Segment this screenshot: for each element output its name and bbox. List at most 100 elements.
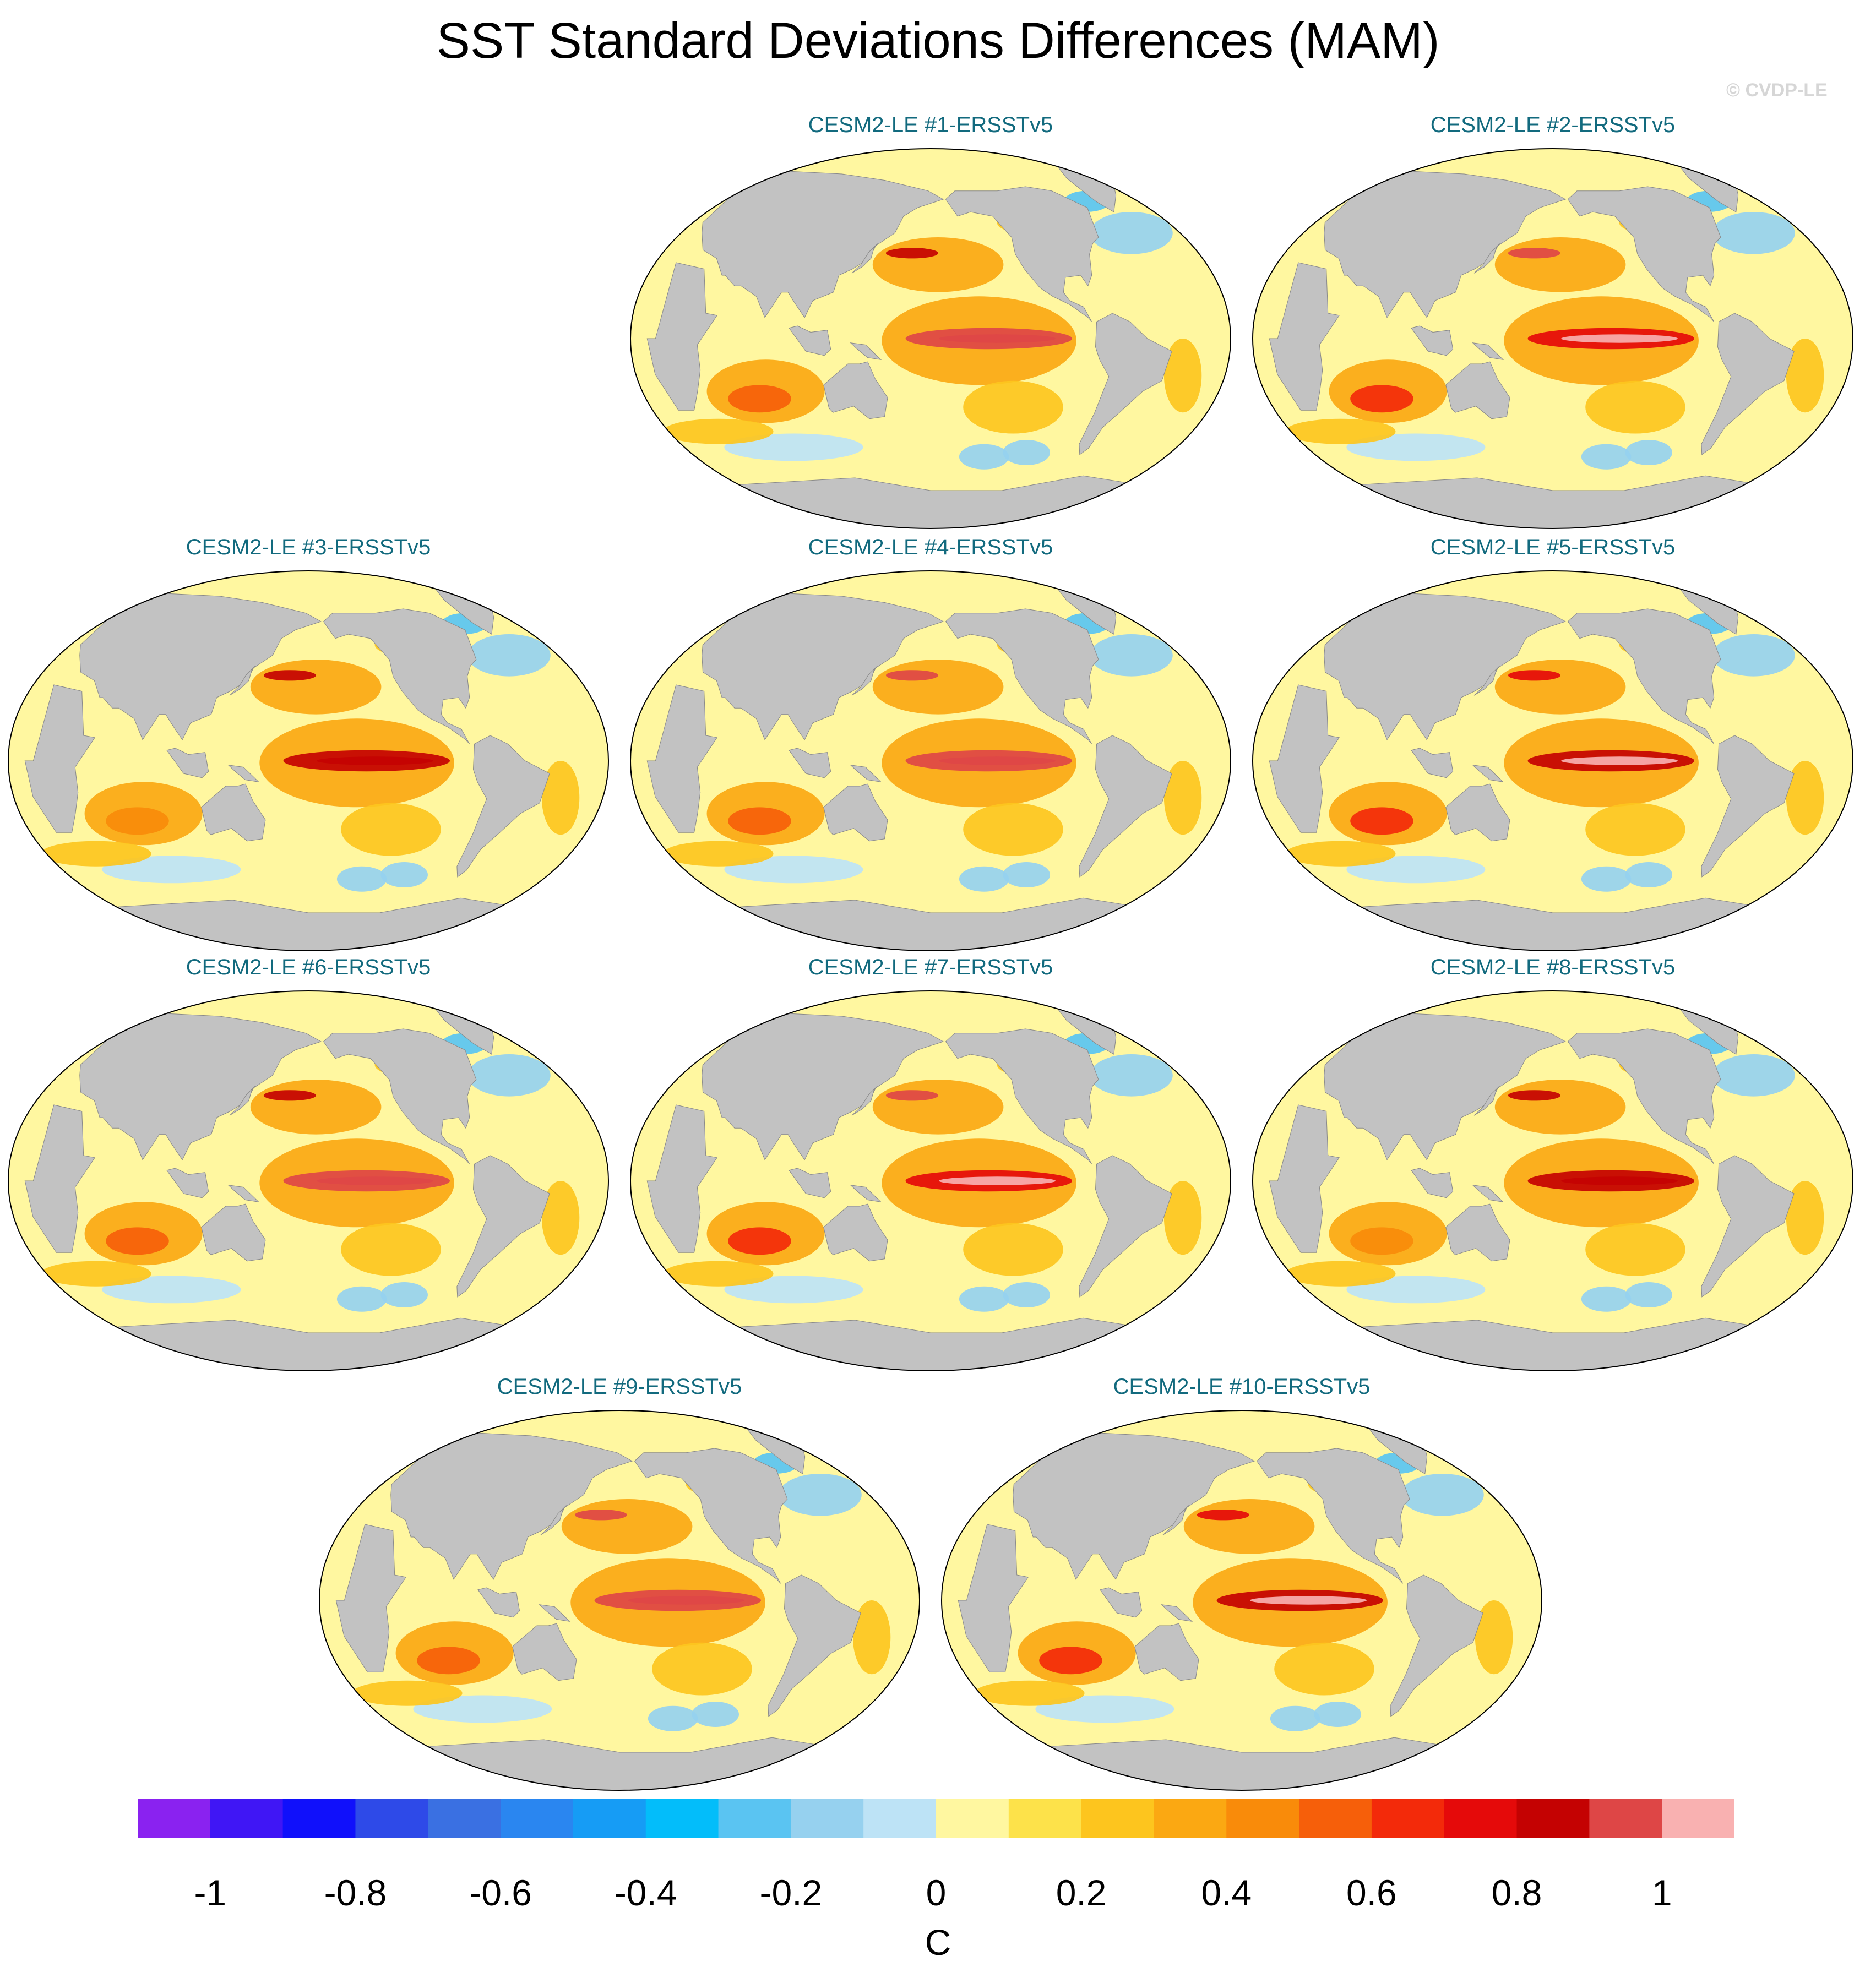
map-layers (1253, 991, 1853, 1371)
colorbar-tick-label: 0.8 (1491, 1872, 1542, 1913)
landmass-africa (1269, 262, 1340, 411)
map-border (630, 990, 1231, 1371)
landmass-africa (646, 684, 718, 833)
sst-anomaly-region (336, 866, 387, 892)
colorbar-tick-label: 0 (926, 1872, 947, 1913)
sst-map-4 (630, 570, 1231, 951)
sst-anomaly-region (1401, 1474, 1484, 1516)
landmass-australia (823, 361, 888, 419)
map-panel-2: CESM2-LE #2-ERSSTv5 (1250, 113, 1856, 531)
colorbar-swatch (936, 1799, 1009, 1838)
landmass-africa (646, 1104, 718, 1253)
landmass-japan (540, 1505, 567, 1535)
sst-anomaly-region (541, 1181, 580, 1255)
sst-anomaly-region (1346, 1276, 1486, 1304)
sst-map-7 (630, 990, 1231, 1371)
sst-anomaly-region (724, 1276, 863, 1304)
sst-anomaly-region (963, 803, 1063, 856)
sst-anomaly-region (974, 1680, 1085, 1706)
colorbar-swatch (210, 1799, 284, 1838)
sst-anomaly-region (1712, 1054, 1795, 1097)
landmass-s-america (1701, 1155, 1795, 1298)
colorbar-swatch (1008, 1799, 1082, 1838)
sst-anomaly-region (663, 1261, 774, 1287)
sst-anomaly-region (1712, 212, 1795, 254)
colorbar-swatch (138, 1799, 211, 1838)
map-layers (1253, 571, 1853, 951)
sst-anomaly-region (1350, 1227, 1413, 1255)
map-border (8, 990, 609, 1371)
sst-anomaly-region (1163, 1181, 1202, 1255)
sst-anomaly-region (1712, 634, 1795, 677)
landmass-australia (201, 1203, 266, 1262)
colorbar-tick-label: -0.4 (614, 1872, 677, 1913)
colorbar-tick-label: -0.8 (324, 1872, 387, 1913)
sst-anomaly-region (1314, 1702, 1361, 1727)
sst-anomaly-region (102, 1276, 241, 1304)
sst-anomaly-region (317, 756, 433, 765)
sst-anomaly-region (1508, 1090, 1560, 1101)
sst-anomaly-region (1270, 1705, 1320, 1731)
sst-anomaly-region (561, 1499, 693, 1554)
landmass-australia (512, 1623, 577, 1681)
landmass-new-guinea (227, 1184, 260, 1203)
landmass-new-guinea (1472, 342, 1504, 361)
sst-anomaly-region (1163, 761, 1202, 835)
landmass-japan (1473, 243, 1500, 274)
sst-anomaly-region (648, 1705, 698, 1731)
landmass-n-america (323, 1028, 477, 1164)
sst-anomaly-region (652, 1642, 752, 1696)
sst-anomaly-region (574, 1510, 627, 1521)
sst-anomaly-region (1625, 440, 1672, 465)
landmass-new-guinea (850, 342, 882, 361)
colorbar-tick-label: 0.2 (1056, 1872, 1107, 1913)
sst-anomaly-region (263, 1090, 316, 1101)
sst-anomaly-region (1350, 385, 1413, 413)
sst-anomaly-region (885, 670, 938, 681)
sst-anomaly-region (1786, 1181, 1824, 1255)
colorbar-tick-label: -0.6 (469, 1872, 532, 1913)
landmass-africa (24, 1104, 96, 1253)
sst-anomaly-region (885, 1090, 938, 1101)
map-border (630, 148, 1231, 529)
colorbar-swatch (1299, 1799, 1372, 1838)
sst-anomaly-region (1003, 862, 1050, 887)
colorbar-swatch (1444, 1799, 1518, 1838)
sst-anomaly-region (1285, 841, 1396, 867)
sst-anomaly-region (692, 1702, 739, 1727)
landmass-indonesia (789, 1168, 831, 1198)
map-panel-4: CESM2-LE #4-ERSSTv5 (628, 535, 1233, 953)
sst-anomaly-region (352, 1680, 463, 1706)
map-layers (630, 571, 1231, 951)
landmass-n-america (945, 608, 1099, 744)
map-layers (8, 991, 608, 1371)
panel-title-2: CESM2-LE #2-ERSSTv5 (1430, 113, 1676, 137)
sst-anomaly-region (959, 866, 1009, 892)
landmass-asia (702, 169, 944, 318)
landmass-asia (79, 591, 322, 740)
landmass-s-america (1079, 313, 1172, 455)
sst-map-3 (8, 570, 609, 951)
sst-anomaly-region (41, 841, 151, 867)
colorbar-tick-label: 0.4 (1201, 1872, 1252, 1913)
panel-title-8: CESM2-LE #8-ERSSTv5 (1430, 955, 1676, 979)
panel-title-6: CESM2-LE #6-ERSSTv5 (186, 955, 431, 979)
sst-anomaly-region (413, 1695, 552, 1723)
colorbar-tick-label: -1 (194, 1872, 227, 1913)
map-layers (630, 149, 1231, 528)
sst-map-5 (1252, 570, 1853, 951)
map-border (630, 570, 1231, 951)
sst-anomaly-region (728, 807, 791, 835)
sst-anomaly-region (963, 1223, 1063, 1276)
sst-anomaly-region (1285, 418, 1396, 444)
colorbar-swatch (791, 1799, 864, 1838)
landmass-new-guinea (850, 764, 882, 783)
colorbar-swatch (1589, 1799, 1662, 1838)
sst-anomaly-region (263, 670, 316, 681)
sst-anomaly-region (1285, 1261, 1396, 1287)
map-layers (630, 991, 1231, 1371)
sst-anomaly-region (1625, 862, 1672, 887)
colorbar-units: C (925, 1922, 951, 1963)
landmass-asia (1324, 591, 1567, 740)
sst-anomaly-region (417, 1647, 480, 1675)
